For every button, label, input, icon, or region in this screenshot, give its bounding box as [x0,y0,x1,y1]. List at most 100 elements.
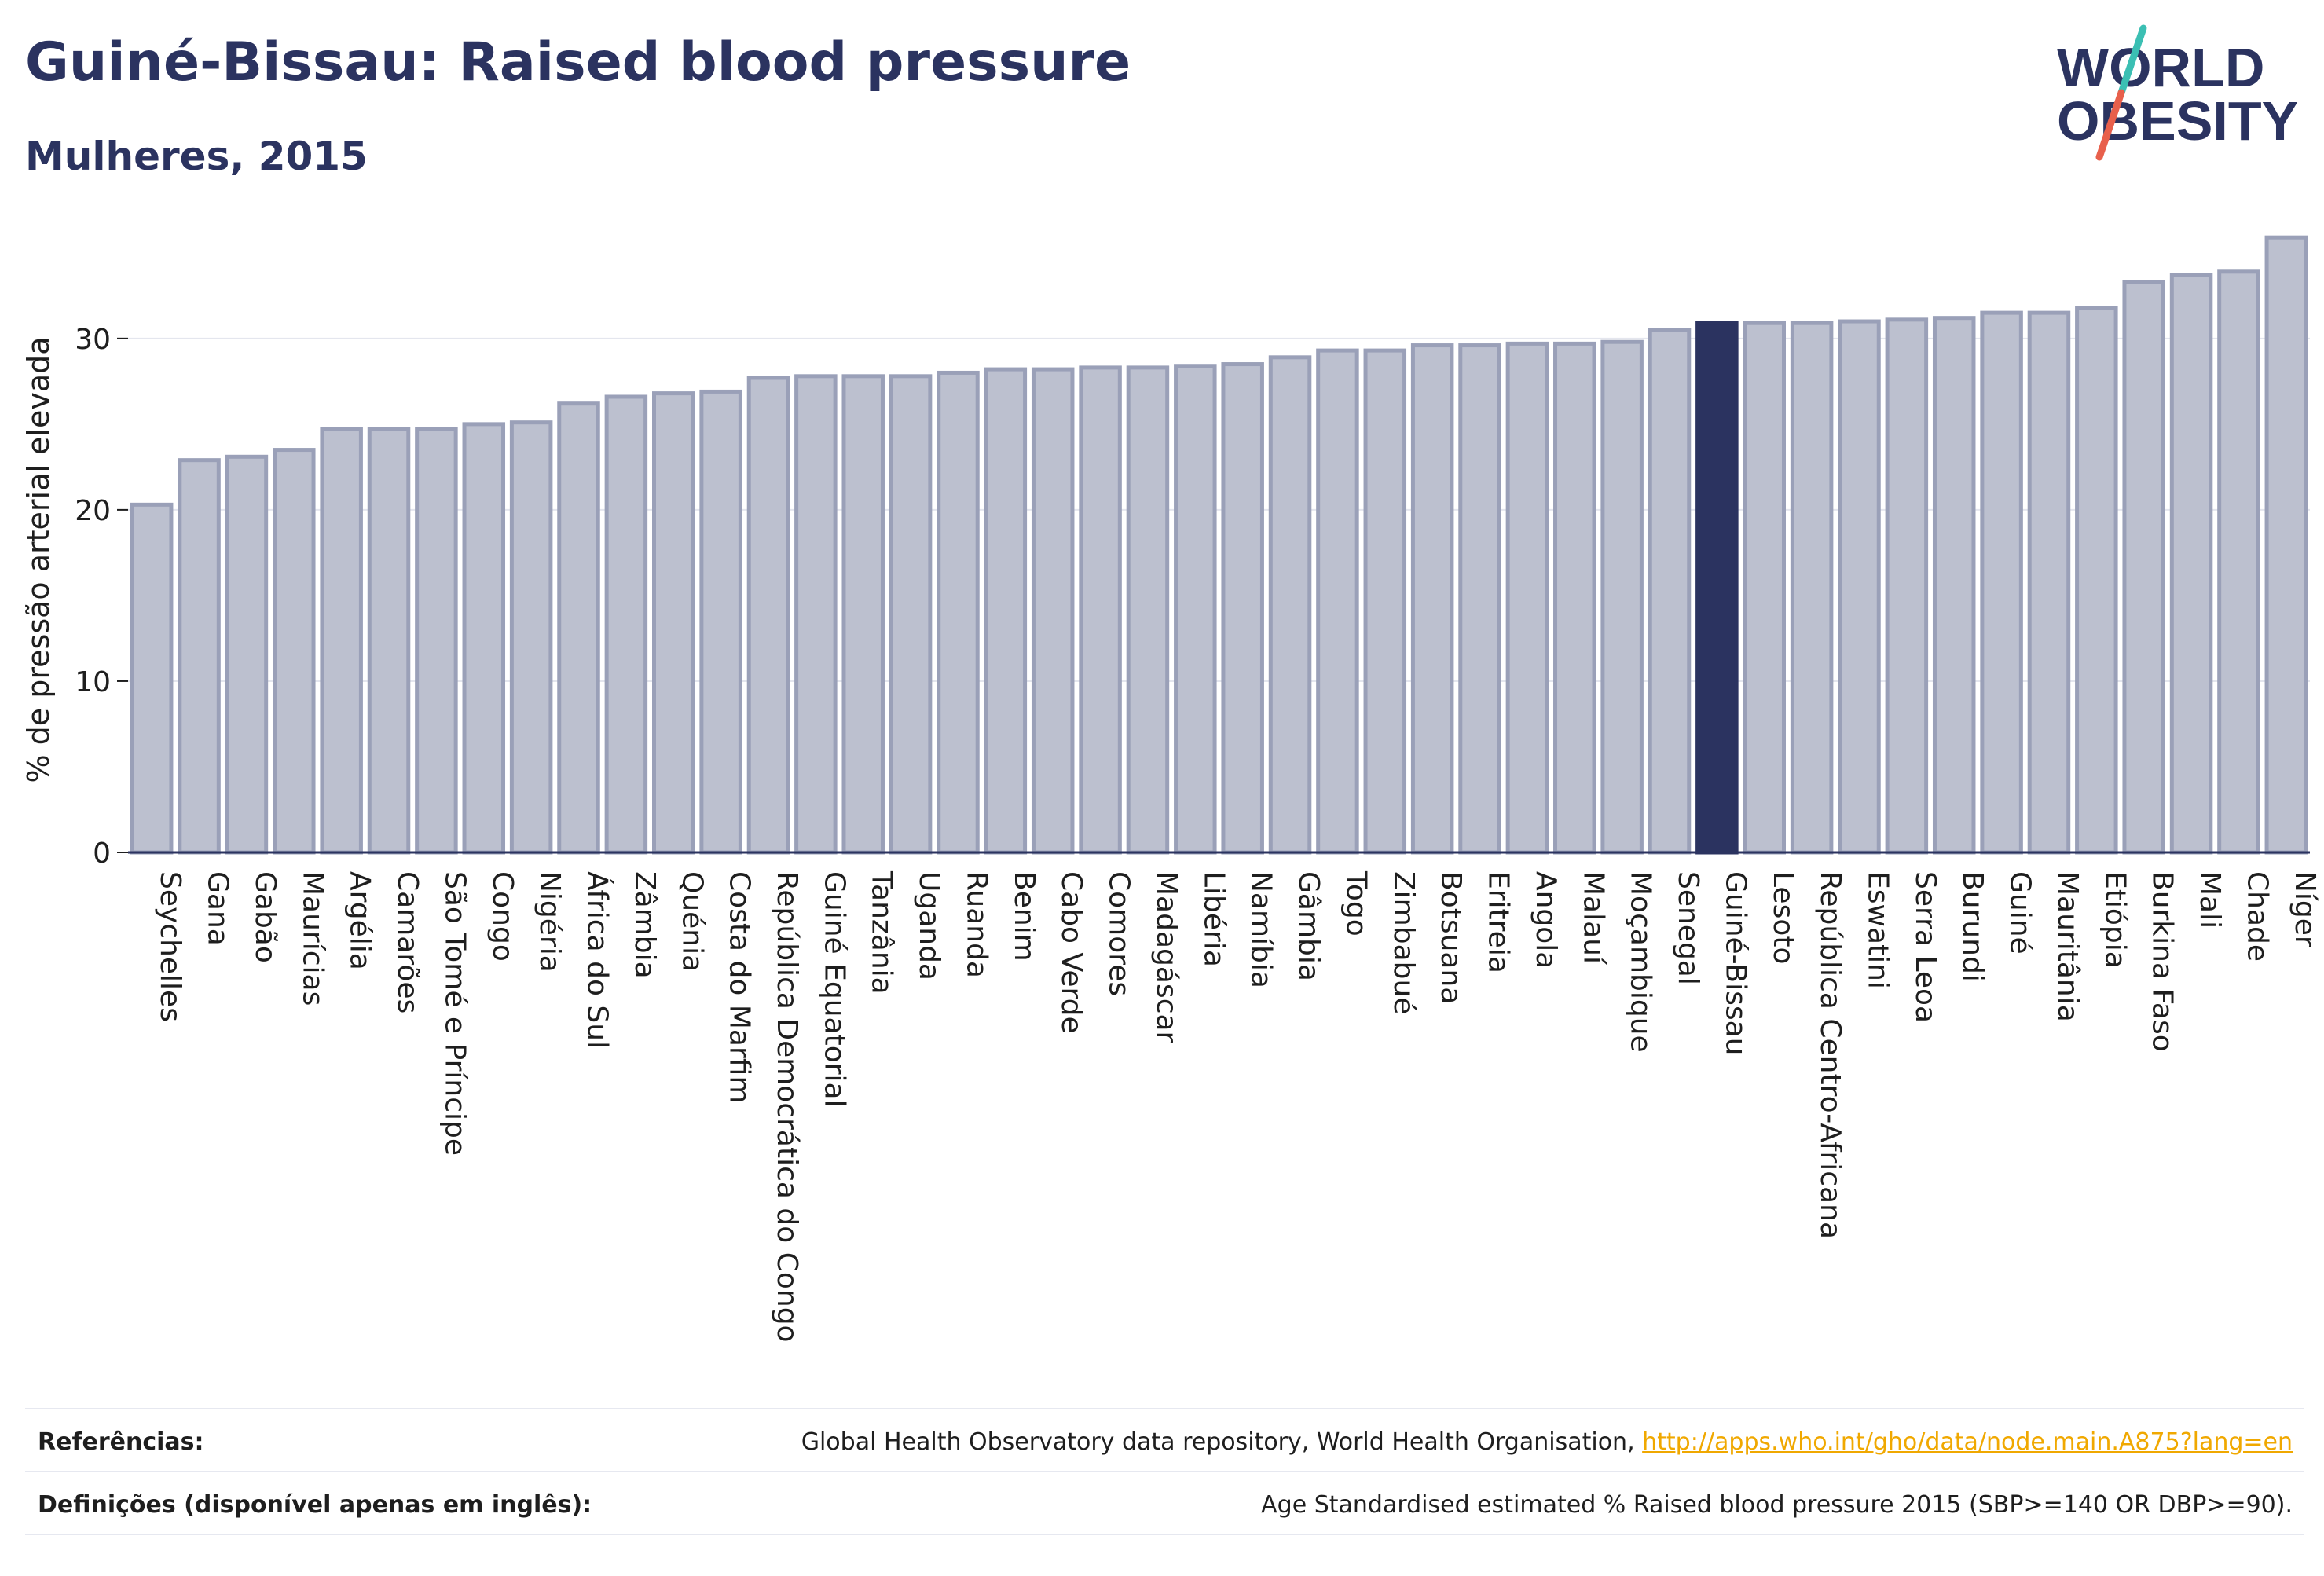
bar-32 [1648,328,1692,855]
x-tick-label-3: Maurícias [296,871,328,1006]
bar-13 [746,376,790,855]
bar-25 [1316,348,1359,855]
references-label: Referências: [38,1428,204,1456]
bar-40 [2027,310,2071,855]
x-tick-label-37: Serra Leoa [1909,871,1941,1023]
footer-divider-bottom [25,1534,2304,1535]
bar-15 [841,374,885,855]
bar-6 [415,427,458,855]
bar-22 [1174,364,1217,855]
x-tick-label-30: Malauí [1577,871,1609,965]
x-tick-label-27: Botsuana [1435,871,1467,1004]
x-tick-label-19: Cabo Verde [1055,871,1087,1034]
bar-16 [889,374,933,855]
world-obesity-logo: WORLD OBESITY [2057,24,2298,161]
x-tick-label-22: Libéria [1197,871,1230,967]
footer-divider-middle [25,1471,2304,1472]
x-tick-label-5: Camarões [391,871,423,1013]
bar-5 [367,427,411,855]
y-tick-label-20: 20 [75,495,111,527]
bar-3 [273,448,316,855]
bar-42 [2122,280,2165,855]
bar-14 [794,374,838,855]
x-labels-layer: Seychelles Gana Gabão Maurícias Argélia Camar… [154,870,2321,1343]
axis-layer: 0 10 20 30 [75,324,2310,870]
chart-subtitle: Mulheres, 2015 [25,134,368,179]
x-tick-label-17: Ruanda [960,871,992,978]
logo-slash-red [2095,89,2125,161]
x-tick-label-1: Gana [202,871,234,946]
bar-20 [1079,365,1122,855]
bar-26 [1363,348,1407,855]
bar-41 [2075,306,2118,855]
x-tick-label-42: Burkina Faso [2146,871,2179,1052]
x-tick-label-23: Namíbia [1245,871,1277,988]
bar-19 [1031,367,1075,855]
bar-35 [1790,321,1834,855]
bar-2 [225,454,269,855]
bar-9 [557,401,600,855]
definitions-value: Age Standardised estimated % Raised bloo… [1261,1491,2293,1519]
bar-38 [1932,316,1976,855]
bar-7 [462,422,506,855]
x-tick-label-6: São Tomé e Príncipe [438,871,471,1156]
x-tick-label-43: Mali [2194,871,2226,929]
logo-slash-teal [2117,24,2147,97]
y-tick-label-30: 30 [75,324,111,356]
x-tick-label-40: Mauritânia [2051,871,2084,1022]
x-tick-label-15: Tanzânia [866,870,898,995]
x-tick-label-26: Zimbabué [1387,871,1420,1014]
x-tick-label-8: Nigéria [533,871,566,973]
bar-17 [937,370,980,855]
x-tick-label-31: Moçambique [1625,871,1657,1053]
x-tick-label-14: Guiné Equatorial [818,871,850,1108]
bar-39 [1980,310,2023,855]
bar-31 [1600,339,1644,855]
bar-34 [1743,321,1787,855]
bar-21 [1126,365,1170,855]
bar-11 [651,391,695,855]
x-tick-label-13: República Democrática do Congo [771,871,803,1343]
x-tick-label-12: Costa do Marfim [724,871,756,1104]
x-tick-label-38: Burundi [1956,871,1989,982]
x-tick-label-36: Eswatini [1861,871,1893,989]
x-tick-label-41: Etiópia [2099,871,2131,969]
y-tick-label-0: 0 [93,837,111,870]
x-tick-label-44: Chade [2241,871,2273,962]
bar-45 [2264,235,2308,855]
logo-world-text: WORLD [2057,37,2264,98]
x-tick-label-28: Eritreia [1483,871,1515,973]
x-tick-label-29: Angola [1530,871,1562,969]
x-tick-label-16: Uganda [913,871,945,980]
bar-12 [699,389,742,855]
bar-28 [1458,343,1501,855]
bar-chart: 0 10 20 30 Seychelles Gana Gabão Maurícias Argé… [21,235,2321,1343]
x-tick-label-11: Quénia [676,871,708,972]
bar-33 [1695,321,1739,855]
y-axis-label: % de pressão arterial elevada [21,336,56,783]
x-tick-label-33: Guiné-Bissau [1719,871,1751,1055]
bar-10 [604,394,648,855]
x-tick-label-9: África do Sul [581,871,614,1049]
references-link[interactable]: http://apps.who.int/gho/data/node.main.A… [1642,1428,2293,1456]
chart-title: Guiné-Bissau: Raised blood pressure [25,31,1131,93]
bar-18 [984,367,1028,855]
bar-24 [1268,355,1312,855]
bar-36 [1838,319,1881,855]
bar-37 [1885,317,1929,855]
x-tick-label-4: Argélia [344,871,376,970]
bar-27 [1410,343,1454,855]
x-tick-label-32: Senegal [1672,871,1704,985]
x-tick-label-35: República Centro-Africana [1814,871,1846,1239]
references-text: Global Health Observatory data repositor… [801,1428,1643,1456]
bar-43 [2169,273,2213,855]
bar-44 [2217,269,2260,855]
x-tick-label-24: Gâmbia [1292,871,1325,981]
x-tick-label-18: Benim [1008,871,1040,962]
bar-8 [509,420,553,855]
x-tick-label-21: Madagáscar [1150,871,1182,1043]
bar-30 [1553,341,1596,855]
x-tick-label-20: Comores [1103,871,1135,996]
x-tick-label-45: Níger [2289,871,2321,947]
x-tick-label-0: Seychelles [154,871,186,1022]
